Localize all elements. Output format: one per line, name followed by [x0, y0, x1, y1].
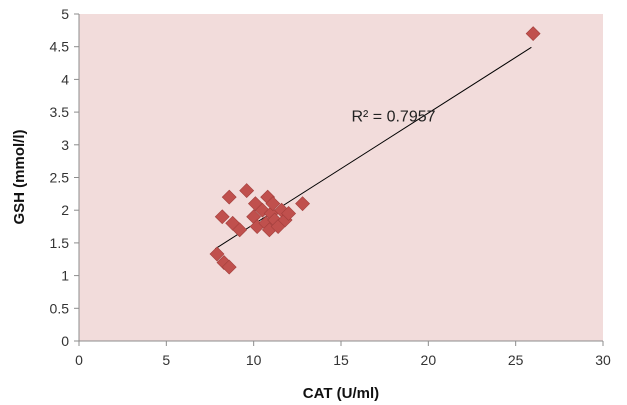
y-tick-label: 1.5	[50, 235, 70, 251]
data-point	[221, 189, 237, 205]
data-point	[232, 222, 248, 238]
x-axis-ticks: 0 5 10 15 20 25 30	[75, 341, 611, 368]
data-point	[295, 196, 310, 212]
y-axis-ticks: 0 0.5 1 1.5 2 2.5 3 3.5 4 4.5 5	[50, 6, 79, 349]
x-tick-label: 0	[75, 352, 83, 368]
data-point	[281, 206, 297, 221]
x-tick-label: 10	[246, 352, 262, 368]
y-tick-label: 1	[61, 268, 69, 284]
data-point	[265, 196, 281, 212]
data-point	[239, 183, 255, 199]
y-tick-label: 2.5	[50, 170, 70, 186]
data-points	[209, 26, 541, 275]
x-tick-label: 25	[508, 352, 524, 368]
y-tick-label: 0.5	[50, 300, 70, 316]
y-tick-label: 3.5	[50, 104, 70, 120]
x-tick-label: 5	[162, 352, 170, 368]
data-point	[525, 26, 541, 42]
data-point	[209, 246, 225, 262]
y-tick-label: 4	[61, 71, 69, 87]
data-point	[221, 259, 237, 275]
y-tick-label: 3	[61, 137, 69, 153]
y-tick-label: 4.5	[50, 39, 70, 55]
y-tick-label: 0	[61, 333, 69, 349]
plot-area	[79, 14, 603, 341]
x-axis-title: CAT (U/ml)	[303, 385, 379, 402]
y-axis-title: GSH (mmol/l)	[11, 129, 28, 224]
x-tick-label: 20	[421, 352, 437, 368]
y-tick-label: 2	[61, 202, 69, 218]
r-squared-label: R² = 0.7957	[351, 108, 435, 125]
annotations: R² = 0.7957	[351, 108, 435, 125]
x-tick-label: 15	[333, 352, 349, 368]
y-tick-label: 5	[61, 6, 69, 22]
data-point	[214, 209, 230, 225]
x-tick-label: 30	[595, 352, 611, 368]
